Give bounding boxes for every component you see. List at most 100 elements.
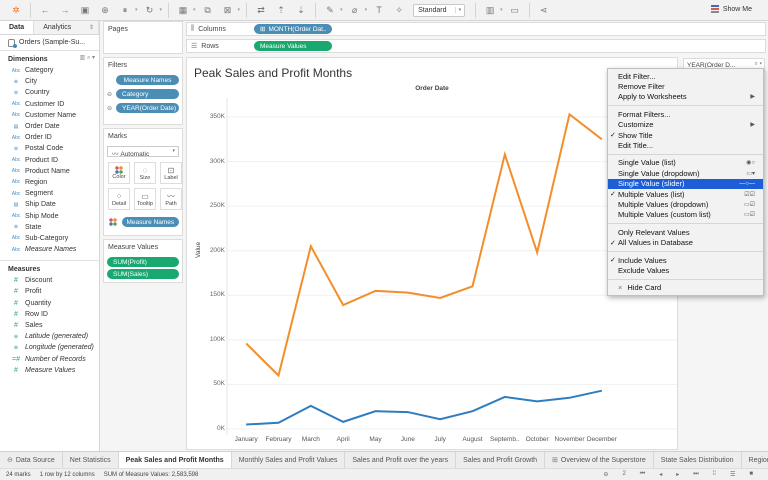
detail-button[interactable]: ⁘ Detail: [108, 188, 130, 210]
dropdown-arrow-icon[interactable]: ▾: [237, 7, 241, 13]
sort-desc-icon[interactable]: ⇣: [297, 4, 305, 15]
refresh-icon[interactable]: ↻: [145, 4, 154, 15]
dropdown-arrow-icon[interactable]: ▾: [135, 7, 138, 13]
menu-item-single-value-slider[interactable]: Single Value (slider) —○—: [608, 178, 763, 189]
filter-pill-category[interactable]: Category: [116, 89, 179, 99]
pages-card[interactable]: Pages: [103, 21, 183, 54]
field-item[interactable]: ⊕ Postal Code: [0, 143, 99, 154]
field-item[interactable]: Abc Category: [0, 65, 99, 76]
menu-item-all-values-in-database[interactable]: ✓ All Values in Database: [608, 237, 763, 247]
menu-item-show-title[interactable]: ✓ Show Title: [608, 130, 763, 140]
save-icon[interactable]: ▣: [80, 4, 90, 15]
field-item[interactable]: # Profit: [0, 286, 99, 297]
filter-pill-year-order-date[interactable]: YEAR(Order Date): [116, 103, 179, 113]
dimension-tools[interactable]: ▥ ⌕ ▾: [79, 55, 95, 61]
tableau-logo-icon[interactable]: ✲: [12, 4, 20, 15]
label-icon[interactable]: T: [376, 5, 382, 15]
field-item[interactable]: Abc Customer Name: [0, 110, 99, 121]
sheet-tab[interactable]: Peak Sales and Profit Months: [118, 451, 232, 469]
field-item[interactable]: ⊕ City: [0, 76, 99, 87]
line-chart[interactable]: [187, 58, 679, 451]
field-item[interactable]: Abc Product ID: [0, 155, 99, 166]
highlight-icon[interactable]: ✎: [326, 4, 334, 15]
field-item[interactable]: Abc Product Name: [0, 166, 99, 177]
field-item[interactable]: Abc Ship Mode: [0, 210, 99, 221]
group-icon[interactable]: ⌀: [351, 4, 358, 15]
new-worksheet-icon[interactable]: ▦: [178, 4, 188, 15]
field-item[interactable]: Abc Segment: [0, 188, 99, 199]
pause-updates-icon[interactable]: ⏸: [122, 4, 128, 15]
back-icon[interactable]: ←: [40, 5, 50, 15]
field-item[interactable]: # Quantity: [0, 298, 99, 309]
sheet-tab[interactable]: Sales and Profit over the years: [345, 451, 457, 469]
dropdown-arrow-icon[interactable]: ▾: [193, 7, 196, 13]
tooltip-button[interactable]: ▭ Tooltip: [134, 188, 156, 210]
filter-card-menu-icon[interactable]: ⌕ ▾: [754, 61, 762, 68]
menu-item-customize[interactable]: Customize ▶: [608, 120, 763, 130]
menu-item-include-values[interactable]: ✓ Include Values: [608, 255, 763, 265]
series-line-sales[interactable]: [245, 112, 603, 378]
measure-pill-profit[interactable]: SUM(Profit): [107, 257, 179, 267]
menu-item-multiple-values-list[interactable]: ✓ Multiple Values (list) ☑☑: [608, 189, 763, 199]
menu-item-exclude-values[interactable]: Exclude Values: [608, 265, 763, 275]
forward-icon[interactable]: →: [60, 5, 70, 15]
y-axis[interactable]: 0K 50K 100K 150K 200K 250K 300K 350K: [187, 58, 225, 449]
field-item[interactable]: # Measure Values: [0, 365, 99, 376]
field-item[interactable]: Abc Measure Names: [0, 244, 99, 255]
first-page-icon[interactable]: ⏮: [639, 471, 646, 477]
dropdown-arrow-icon[interactable]: ▾: [364, 7, 368, 13]
menu-item-multiple-values-custom-list[interactable]: Multiple Values (custom list) ▭☑: [608, 210, 763, 220]
fit-icon[interactable]: ▥: [485, 4, 495, 15]
rows-pill-measure-values[interactable]: Measure Values: [254, 41, 332, 51]
new-datasource-icon[interactable]: ⊕: [101, 4, 109, 15]
datasource-item[interactable]: Orders (Sample-Su...: [0, 35, 99, 51]
sheet-tab[interactable]: Net Statistics: [63, 451, 119, 469]
last-page-icon[interactable]: ⏭: [693, 471, 699, 477]
menu-item-format-filters[interactable]: Format Filters...: [608, 109, 763, 119]
menu-item-edit-title[interactable]: Edit Title...: [608, 140, 763, 150]
prev-page-icon[interactable]: ◂: [659, 472, 663, 478]
field-item[interactable]: Abc Sub-Category: [0, 233, 99, 244]
color-button[interactable]: Color: [108, 162, 130, 184]
presentation-icon[interactable]: ▭: [510, 4, 519, 15]
show-me-button[interactable]: Show Me: [710, 5, 752, 13]
measure-pill-sales[interactable]: SUM(Sales): [107, 269, 179, 279]
tab-analytics[interactable]: Analytics ⇕: [34, 21, 99, 34]
sheet-tab[interactable]: ⊞ Overview of the Superstore: [545, 451, 654, 469]
mark-type-select[interactable]: 〰 Automatic ▾: [107, 146, 179, 158]
filmstrip-view-icon[interactable]: ■: [749, 471, 753, 477]
field-item[interactable]: =# Number of Records: [0, 354, 99, 365]
menu-item-apply-to-worksheets[interactable]: Apply to Worksheets ▶: [608, 92, 763, 102]
menu-item-single-value-dropdown[interactable]: Single Value (dropdown) ▭▾: [608, 168, 763, 178]
rows-shelf[interactable]: ☰ Rows Measure Values: [186, 39, 766, 53]
field-item[interactable]: Abc Region: [0, 177, 99, 188]
dropdown-arrow-icon[interactable]: ▾: [340, 7, 343, 13]
tab-data[interactable]: Data: [0, 21, 35, 34]
field-item[interactable]: Abc Customer ID: [0, 99, 99, 110]
swap-icon[interactable]: ⇄: [257, 4, 265, 15]
columns-shelf[interactable]: ⫼ Columns ⊞ MONTH(Order Dat..: [186, 22, 766, 36]
path-button[interactable]: 〰 Path: [160, 188, 182, 210]
clear-sheet-icon[interactable]: ⊠: [223, 4, 232, 15]
field-item[interactable]: ⊕ Country: [0, 87, 99, 98]
filter-pill-measure-names[interactable]: Measure Names: [116, 75, 179, 85]
field-item[interactable]: ⊕ Latitude (generated): [0, 331, 99, 342]
field-item[interactable]: # Discount: [0, 275, 99, 286]
sort-asc-icon[interactable]: ⇡: [277, 4, 285, 15]
dropdown-arrow-icon[interactable]: ▾: [500, 7, 503, 13]
size-button[interactable]: ◌ Size: [134, 162, 156, 184]
grid-view-icon[interactable]: ⁞⁞: [712, 471, 716, 477]
menu-item-only-relevant-values[interactable]: Only Relevant Values: [608, 227, 763, 237]
duplicate-icon[interactable]: ⧉: [204, 4, 211, 15]
field-item[interactable]: Abc Order ID: [0, 132, 99, 143]
sheet-tab[interactable]: Monthly Sales and Profit Values: [232, 451, 346, 469]
list-view-icon[interactable]: ☰: [729, 472, 736, 478]
field-item[interactable]: ⊕ State: [0, 222, 99, 233]
menu-item-edit-filter[interactable]: Edit Filter...: [608, 71, 763, 81]
sheet-tab[interactable]: Sales and Profit Growth: [456, 451, 546, 469]
view-mode-select[interactable]: Standard ▾: [413, 3, 466, 17]
next-page-icon[interactable]: ▸: [676, 472, 680, 478]
sheet-tab[interactable]: Region Sales: [742, 452, 768, 469]
menu-item-single-value-list[interactable]: Single Value (list) ◉○: [608, 158, 763, 168]
menu-item-remove-filter[interactable]: Remove Filter: [608, 81, 763, 91]
